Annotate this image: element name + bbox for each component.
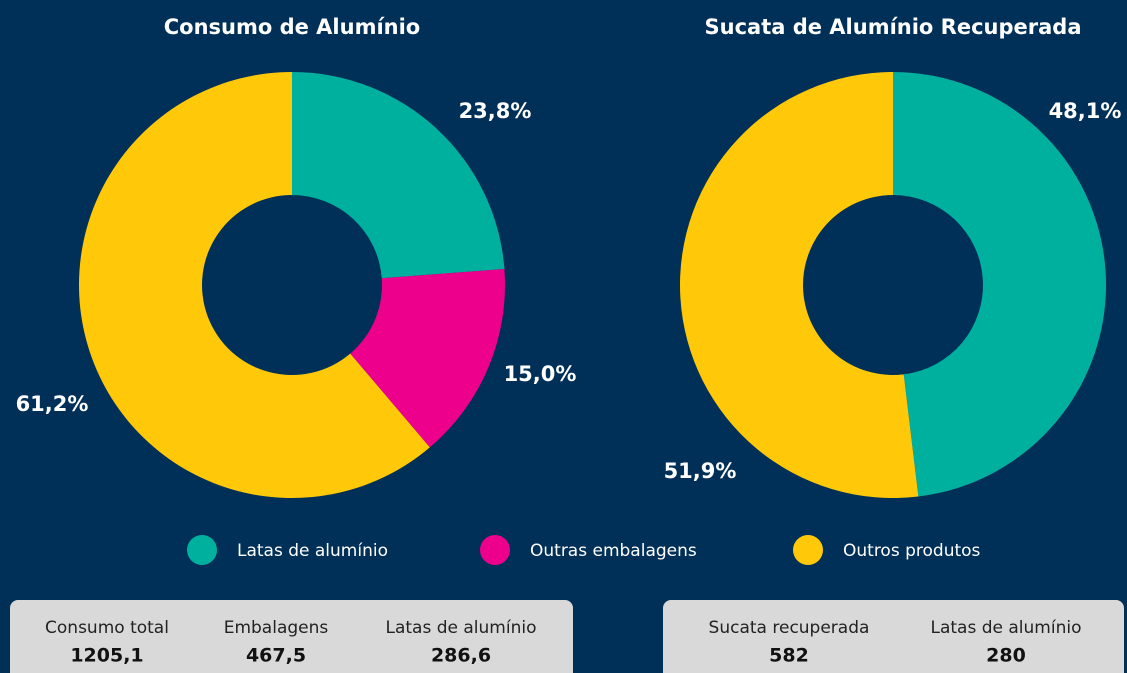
legend-label: Latas de alumínio [237, 541, 388, 561]
pie-slice [893, 72, 1107, 497]
summary-box [663, 600, 1124, 673]
summary-label: Sucata recuperada [709, 618, 870, 638]
summary-label: Latas de alumínio [931, 618, 1082, 638]
pie-slice [79, 72, 430, 498]
summary-value: 280 [986, 645, 1026, 667]
pie-slice [680, 72, 919, 498]
summary-label: Embalagens [224, 618, 329, 638]
data-label: 48,1% [1049, 99, 1122, 123]
legend-label: Outros produtos [843, 541, 981, 561]
chart-title: Consumo de Alumínio [164, 15, 421, 39]
summary-value: 467,5 [246, 645, 306, 667]
summary-value: 286,6 [431, 645, 491, 667]
data-label: 61,2% [16, 392, 89, 416]
summary-label: Latas de alumínio [386, 618, 537, 638]
legend-swatch [480, 535, 510, 565]
legend-swatch [187, 535, 217, 565]
summary-value: 1205,1 [70, 645, 143, 667]
data-label: 23,8% [459, 99, 532, 123]
legend-label: Outras embalagens [530, 541, 697, 561]
pie-slice [292, 72, 505, 279]
summary-value: 582 [769, 645, 809, 667]
legend-swatch [793, 535, 823, 565]
summary-label: Consumo total [45, 618, 169, 638]
pie-slice [350, 268, 505, 448]
data-label: 51,9% [664, 459, 737, 483]
summary-box [10, 600, 573, 673]
data-label: 15,0% [504, 362, 577, 386]
chart-title: Sucata de Alumínio Recuperada [705, 15, 1082, 39]
